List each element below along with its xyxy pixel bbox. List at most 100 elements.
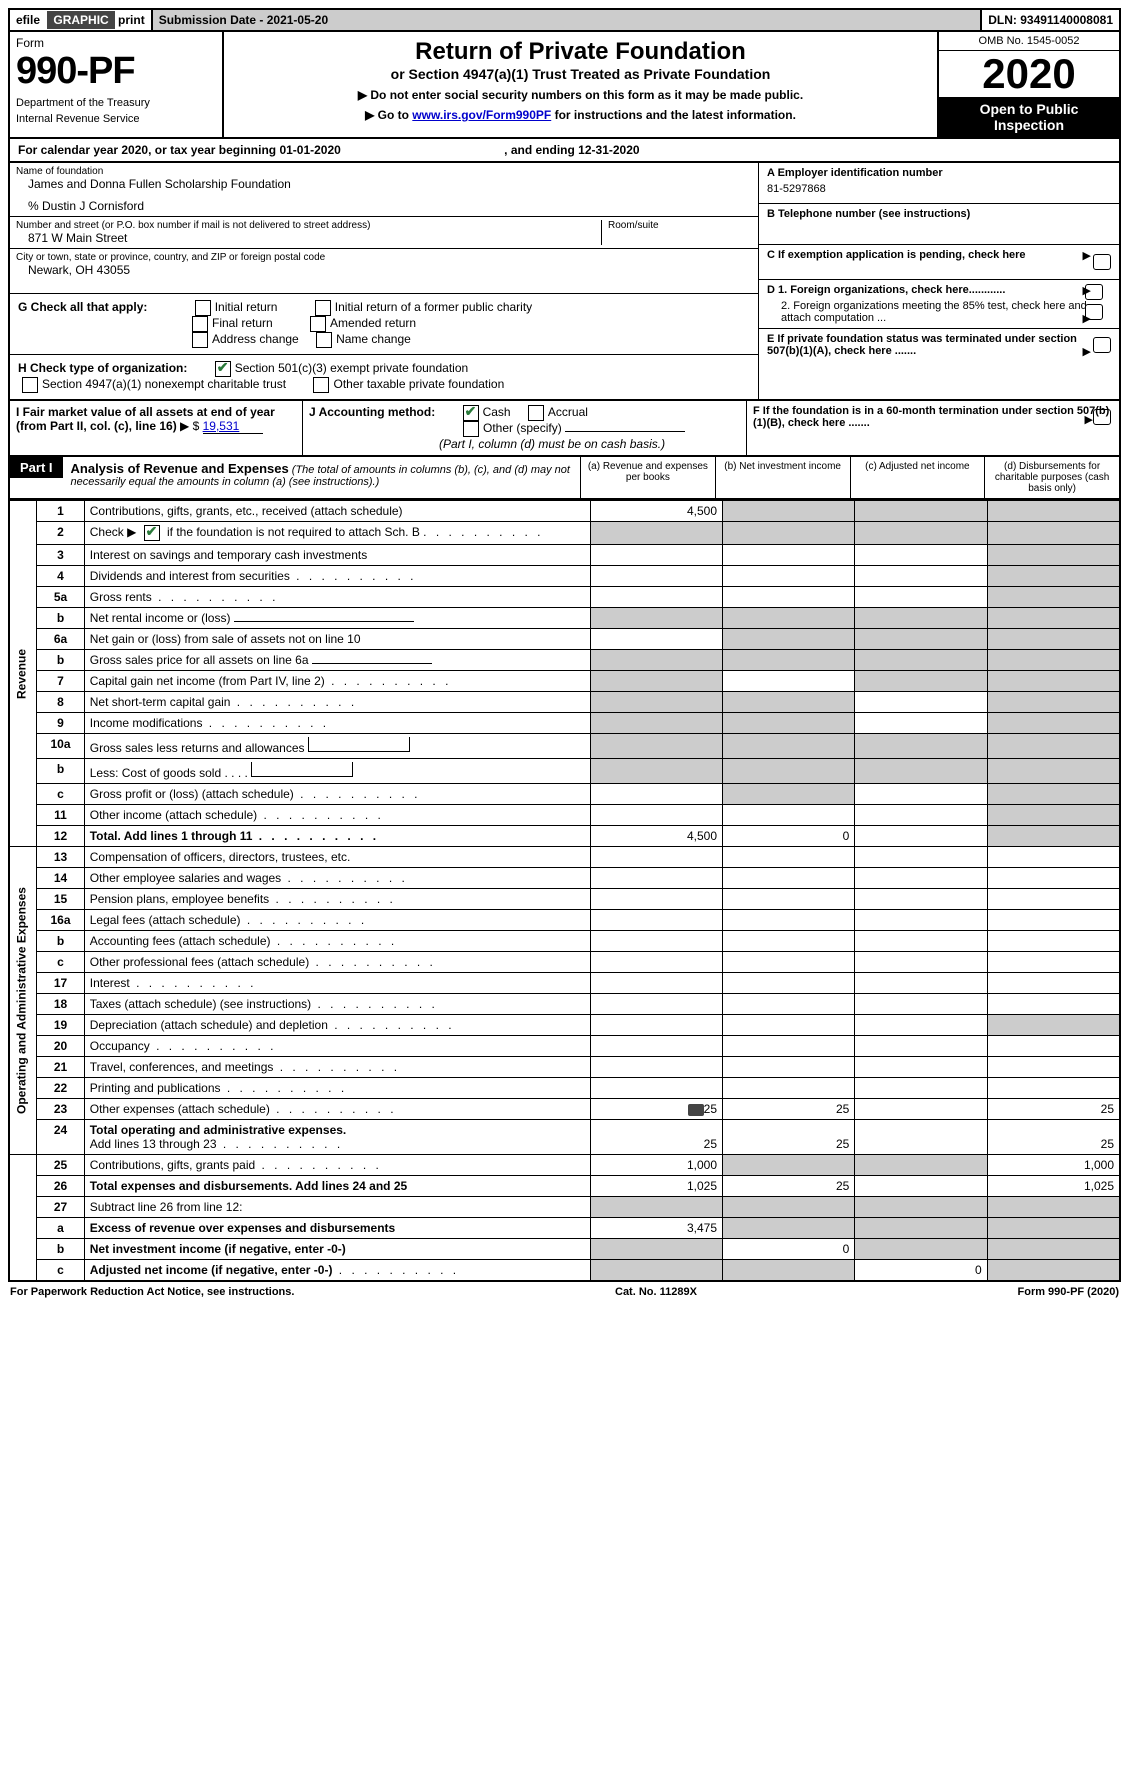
- header-right: OMB No. 1545-0052 2020 Open to Public In…: [937, 32, 1119, 137]
- amt-a: [590, 910, 722, 931]
- row-desc: Interest on savings and temporary cash i…: [84, 545, 590, 566]
- amt-a: 4,500: [590, 501, 722, 522]
- footer-center: Cat. No. 11289X: [615, 1286, 697, 1298]
- checkbox-name-change[interactable]: [316, 332, 332, 348]
- row-desc: Subtract line 26 from line 12:: [84, 1197, 590, 1218]
- checkbox-501c3[interactable]: [215, 361, 231, 377]
- table-row: 7Capital gain net income (from Part IV, …: [9, 671, 1120, 692]
- checkbox-other-method[interactable]: [463, 421, 479, 437]
- analysis-table: Revenue 1 Contributions, gifts, grants, …: [8, 500, 1121, 1282]
- col-b-head: (b) Net investment income: [716, 457, 851, 498]
- attach-icon[interactable]: [688, 1104, 704, 1116]
- checkbox-initial-return[interactable]: [195, 300, 211, 316]
- table-row: 3Interest on savings and temporary cash …: [9, 545, 1120, 566]
- checkbox-initial-former[interactable]: [315, 300, 331, 316]
- arrow-icon: ▶: [1083, 345, 1091, 358]
- row-desc: Interest: [84, 973, 590, 994]
- amt-c: [855, 522, 987, 545]
- amt-d: 25: [987, 1120, 1120, 1155]
- amt-b: [723, 671, 855, 692]
- checkbox-amended[interactable]: [310, 316, 326, 332]
- amt-d: [987, 1078, 1120, 1099]
- amt-d: [987, 910, 1120, 931]
- checkbox-c[interactable]: [1093, 254, 1111, 270]
- form-subtitle: or Section 4947(a)(1) Trust Treated as P…: [232, 66, 929, 82]
- table-row: 15Pension plans, employee benefits: [9, 889, 1120, 910]
- amt-b: [723, 734, 855, 759]
- row-desc: Legal fees (attach schedule): [84, 910, 590, 931]
- amt-d: [987, 522, 1120, 545]
- table-row: bLess: Cost of goods sold . . . .: [9, 759, 1120, 784]
- checkbox-final-return[interactable]: [192, 316, 208, 332]
- checkbox-e[interactable]: [1093, 337, 1111, 353]
- table-row: 10aGross sales less returns and allowanc…: [9, 734, 1120, 759]
- row-num: 20: [37, 1036, 84, 1057]
- form-header: Form 990-PF Department of the Treasury I…: [8, 32, 1121, 139]
- amt-c: [855, 734, 987, 759]
- amt-c: [855, 910, 987, 931]
- box-d2-label: 2. Foreign organizations meeting the 85%…: [781, 300, 1087, 324]
- row-num: 3: [37, 545, 84, 566]
- checkbox-sch-b[interactable]: [144, 525, 160, 541]
- row-num: 27: [37, 1197, 84, 1218]
- name-label: Name of foundation: [16, 166, 752, 177]
- ijf-row: I Fair market value of all assets at end…: [8, 401, 1121, 457]
- checkbox-d2[interactable]: [1085, 304, 1103, 320]
- checkbox-d1[interactable]: [1085, 284, 1103, 300]
- row-desc: Occupancy: [84, 1036, 590, 1057]
- address-cell: Number and street (or P.O. box number if…: [16, 220, 602, 245]
- checkbox-other-taxable[interactable]: [313, 377, 329, 393]
- checkbox-address-change[interactable]: [192, 332, 208, 348]
- amt-a: [590, 805, 722, 826]
- checkbox-4947[interactable]: [22, 377, 38, 393]
- amt-a: 1,025: [590, 1176, 722, 1197]
- amt-a: [590, 629, 722, 650]
- amt-a: [590, 973, 722, 994]
- row-desc: Total. Add lines 1 through 11: [84, 826, 590, 847]
- amt-b: [723, 1078, 855, 1099]
- amt-c: [855, 501, 987, 522]
- print-label[interactable]: print: [118, 13, 145, 27]
- amt-d: 1,000: [987, 1155, 1120, 1176]
- box-b: B Telephone number (see instructions): [759, 204, 1119, 245]
- amt-d: [987, 826, 1120, 847]
- amt-b: [723, 713, 855, 734]
- amt-a: [590, 713, 722, 734]
- amt-a: 1,000: [590, 1155, 722, 1176]
- amt-b: [723, 501, 855, 522]
- amt-b: 0: [723, 826, 855, 847]
- form-label: Form: [16, 36, 216, 50]
- table-row: 16aLegal fees (attach schedule): [9, 910, 1120, 931]
- box-f: F If the foundation is in a 60-month ter…: [746, 401, 1119, 455]
- checkbox-accrual[interactable]: [528, 405, 544, 421]
- row-num: 1: [37, 501, 84, 522]
- row-num: a: [37, 1218, 84, 1239]
- amt-c: [855, 587, 987, 608]
- table-row: 27Subtract line 26 from line 12:: [9, 1197, 1120, 1218]
- amt-b: [723, 784, 855, 805]
- amt-a: [590, 671, 722, 692]
- row-desc: Compensation of officers, directors, tru…: [84, 847, 590, 868]
- instr2-post: for instructions and the latest informat…: [551, 108, 796, 122]
- amt-c: [855, 1120, 987, 1155]
- row-num: 6a: [37, 629, 84, 650]
- opt-accrual: Accrual: [548, 405, 588, 419]
- irs-link[interactable]: www.irs.gov/Form990PF: [412, 108, 551, 122]
- amt-a: [590, 1078, 722, 1099]
- calendar-year-row: For calendar year 2020, or tax year begi…: [8, 139, 1121, 163]
- amt-d: [987, 1239, 1120, 1260]
- i-value[interactable]: 19,531: [203, 419, 263, 434]
- col-a-head: (a) Revenue and expenses per books: [581, 457, 716, 498]
- box-e: E If private foundation status was termi…: [759, 329, 1119, 361]
- amt-c: [855, 1155, 987, 1176]
- amt-d: [987, 1260, 1120, 1282]
- checkbox-cash[interactable]: [463, 405, 479, 421]
- amt-c: [855, 545, 987, 566]
- table-row: 6aNet gain or (loss) from sale of assets…: [9, 629, 1120, 650]
- row-desc: Other income (attach schedule): [84, 805, 590, 826]
- table-row: 20Occupancy: [9, 1036, 1120, 1057]
- amt-c: [855, 1099, 987, 1120]
- checkbox-f[interactable]: [1093, 409, 1111, 425]
- amt-b: [723, 608, 855, 629]
- table-row: 5aGross rents: [9, 587, 1120, 608]
